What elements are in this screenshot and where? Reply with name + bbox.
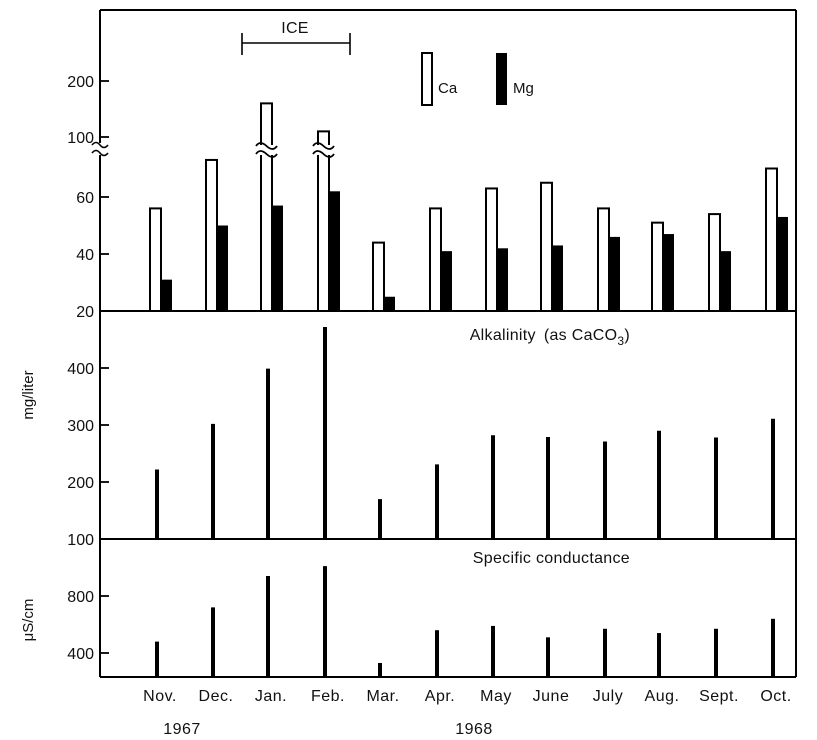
alkalinity-tick-label: 200 [67, 475, 94, 492]
conductance-title: Specific conductance [473, 550, 630, 567]
month-label-May: May [480, 688, 512, 705]
bar-ca-Jan.-upper [260, 102, 273, 145]
ca-mg-upper-tick-label: 200 [67, 74, 94, 91]
bar-ca-June [540, 181, 553, 312]
bar-mg-May [497, 248, 508, 311]
ca-mg-tick-label: 100 [67, 130, 94, 147]
y-ticks: 200 20 40 60 100 100 200 300 400 400 800 [67, 74, 109, 663]
bar-ca-Sept. [708, 213, 721, 313]
bar-ca-Mar. [372, 241, 385, 313]
month-label-July: July [593, 688, 623, 705]
legend: Ca Mg [421, 52, 534, 106]
month-label-June: June [533, 688, 570, 705]
chart-frame [91, 9, 797, 678]
month-label-Jan.: Jan. [255, 688, 287, 705]
y-axis-title-mg-liter: mg/liter [20, 370, 37, 419]
ice-annotation: ICE [241, 20, 351, 55]
axis-break-mark [91, 149, 109, 157]
month-label-Feb.: Feb. [311, 688, 345, 705]
legend-label-mg: Mg [513, 80, 534, 97]
ca-mg-tick-label: 60 [76, 190, 94, 207]
bar-ca-Nov. [149, 207, 162, 312]
bar-ca-Dec. [205, 158, 218, 312]
alkalinity-tick-label: 400 [67, 361, 94, 378]
bar-break-mark [312, 142, 335, 150]
bar-ca-Feb. [317, 155, 330, 311]
alkalinity-title: Alkalinity (as CaCO3) [470, 327, 630, 348]
year-labels: 1967 1968 [163, 721, 493, 738]
bar-mg-Dec. [217, 225, 228, 311]
month-label-Mar.: Mar. [366, 688, 399, 705]
x-axis-labels: Nov. Dec. Jan. Feb. Mar. Apr. May June July Aug. S… [143, 688, 791, 705]
bar-break-mark [255, 142, 278, 150]
bar-mg-Feb. [329, 191, 340, 311]
conductance-tick-label: 800 [67, 589, 94, 606]
chart-marks [149, 102, 788, 677]
bar-mg-Nov. [161, 279, 172, 311]
year-label-1967: 1967 [163, 721, 201, 738]
month-label-Aug.: Aug. [645, 688, 680, 705]
bar-break-mark [255, 150, 278, 158]
month-label-Sept.: Sept. [699, 688, 739, 705]
alkalinity-tick-label: 300 [67, 418, 94, 435]
bar-mg-July [609, 236, 620, 311]
bar-mg-June [552, 245, 563, 311]
axis-break-mark [91, 141, 109, 149]
bar-mg-Sept. [720, 251, 731, 311]
year-label-1968: 1968 [455, 721, 493, 738]
ice-label: ICE [281, 20, 309, 37]
month-label-Nov.: Nov. [143, 688, 177, 705]
bar-mg-Jan. [272, 205, 283, 311]
y-axis-title-conductance: μS/cm [20, 599, 37, 642]
month-label-Dec.: Dec. [199, 688, 234, 705]
month-label-Oct.: Oct. [760, 688, 791, 705]
legend-swatch-ca [421, 52, 433, 106]
bar-mg-Apr. [441, 251, 452, 311]
bar-ca-Aug. [651, 221, 664, 312]
legend-label-ca: Ca [438, 80, 458, 97]
bar-ca-Feb.-upper [317, 130, 330, 145]
bar-mg-Mar. [384, 296, 395, 311]
legend-swatch-mg [496, 53, 507, 105]
bar-break-mark [312, 150, 335, 158]
bar-ca-July [597, 207, 610, 312]
conductance-tick-label: 400 [67, 646, 94, 663]
ca-mg-tick-label: 20 [76, 304, 94, 321]
ca-mg-tick-label: 40 [76, 247, 94, 264]
bar-ca-May [485, 187, 498, 312]
bar-mg-Oct. [777, 216, 788, 311]
month-label-Apr.: Apr. [425, 688, 455, 705]
bar-ca-Jan. [260, 155, 273, 311]
bar-ca-Apr. [429, 207, 442, 312]
bar-mg-Aug. [663, 234, 674, 311]
bar-ca-Oct. [765, 167, 778, 312]
alkalinity-tick-label: 100 [67, 532, 94, 549]
